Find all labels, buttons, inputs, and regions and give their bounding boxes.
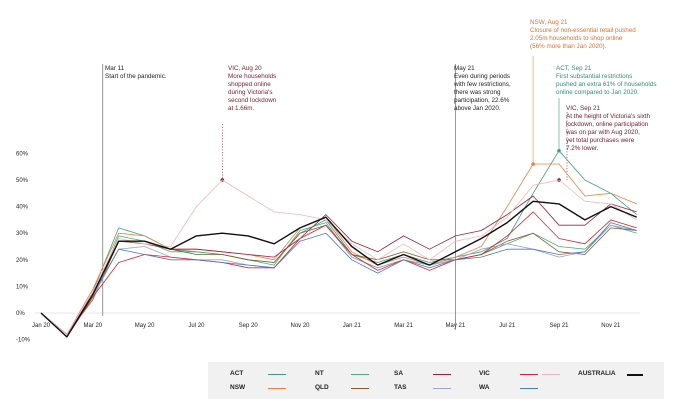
series-line-act <box>40 150 637 338</box>
annotation-nsw-aug21-line: 2.05m households to shop online <box>530 35 623 42</box>
series-line-vic <box>40 211 637 338</box>
annotation-act-sep21-line: First substantial restrictions <box>556 73 632 80</box>
annotation-nsw-aug21-line: Closure of non-essential retail pushed <box>530 27 636 34</box>
annotation-vic-aug20-line: at 1.66m. <box>228 105 255 112</box>
legend-item-qld: QLD <box>315 384 329 391</box>
y-tick-label: 60% <box>16 151 29 157</box>
series-line-nsw <box>40 163 637 335</box>
legend-item-sa: SA <box>394 370 404 377</box>
legend-item-nt: NT <box>315 370 324 377</box>
annotation-vic-sep21-line: At the height of Victoria's sixth <box>566 113 651 120</box>
legend: ACT NT SA VIC AUSTRALIA NSW QLD TAS WA <box>208 362 664 399</box>
legend-item-tas-swatch <box>433 388 451 389</box>
series-line-sa <box>40 195 637 338</box>
legend-item-tas: TAS <box>394 384 407 391</box>
legend-item-vic: VIC <box>479 370 490 377</box>
annotation-nsw-aug21-head: NSW, Aug 21 <box>530 19 568 26</box>
legend-item-wa-swatch <box>520 388 538 389</box>
annotation-may21-line: participation, 22.6% <box>454 97 510 104</box>
x-tick-label: Sep 21 <box>549 323 569 329</box>
x-tick-label: May 21 <box>446 323 466 329</box>
annotation-vic-sep21-line: 7.2% lower. <box>566 145 599 152</box>
y-tick-label: 20% <box>16 258 29 264</box>
y-axis-ticks: -10% 0% 10% 20% 30% 40% 50% 60% <box>16 151 31 343</box>
y-tick-label: 0% <box>16 311 25 317</box>
annotation-mar11-head: Mar 11 <box>105 65 125 72</box>
legend-item-wa: WA <box>479 384 490 391</box>
legend-item-unlabelled-swatch <box>542 374 560 375</box>
series-line-tas <box>40 224 637 338</box>
x-tick-label: Mar 21 <box>394 323 413 329</box>
annotation-act-sep21-head: ACT, Sep 21 <box>556 65 592 72</box>
annotation-may21-line: above Jan 2020. <box>454 105 501 112</box>
annotation-vic-aug20-line: second lockdown <box>228 97 277 104</box>
y-tick-label: 40% <box>16 205 29 211</box>
legend-item-nsw: NSW <box>230 384 246 391</box>
annotation-vic-sep21-line: was on par with Aug 2020, <box>565 129 640 136</box>
x-tick-label: Jan 20 <box>32 323 51 329</box>
x-tick-label: Jul 20 <box>188 323 205 329</box>
legend-item-vic-swatch <box>520 374 538 375</box>
x-tick-label: Sep 20 <box>239 323 259 329</box>
y-tick-label: 30% <box>16 231 29 237</box>
x-tick-label: Mar 20 <box>83 323 102 329</box>
x-tick-label: Nov 20 <box>290 323 310 329</box>
x-tick-label: Jul 21 <box>499 323 516 329</box>
x-tick-label: Nov 21 <box>601 323 621 329</box>
annotation-vic-aug20-line: shopped online <box>228 81 271 88</box>
legend-item-nt-swatch <box>351 374 369 375</box>
y-tick-label: -10% <box>16 338 31 344</box>
series-line-wa <box>40 222 637 335</box>
legend-item-nsw-swatch <box>268 388 286 389</box>
legend-item-qld-swatch <box>351 388 369 389</box>
annotation-may21-head: May 21 <box>454 65 475 72</box>
series-line-australia <box>40 200 637 338</box>
y-tick-label: 50% <box>16 178 29 184</box>
annotation-may21-line: there was strong <box>454 89 501 96</box>
annotation-vic-sep21-line: yet total purchases were <box>566 137 635 144</box>
legend-item-act-swatch <box>268 374 286 375</box>
x-tick-label: May 20 <box>135 323 155 329</box>
annotation-may21-line: with few restrictions, <box>453 81 511 88</box>
annotation-mar11-line: Start of the pandemic. <box>105 73 167 80</box>
legend-item-australia-swatch <box>627 374 643 376</box>
x-axis-ticks: Jan 20 Mar 20 May 20 Jul 20 Sep 20 Nov 20 Jan … <box>32 323 621 329</box>
annotation-vic-aug20-line: during Victoria's <box>228 89 273 96</box>
legend-item-australia: AUSTRALIA <box>578 370 616 377</box>
annotation-act-sep21-line: online compared to Jan 2020. <box>556 89 639 96</box>
legend-item-sa-swatch <box>433 374 451 375</box>
y-tick-label: 10% <box>16 284 29 290</box>
annotation-vic-aug20-line: More households <box>228 73 276 80</box>
legend-item-act: ACT <box>230 370 244 377</box>
annotation-vic-sep21-head: VIC, Sep 21 <box>566 105 600 112</box>
annotation-vic-aug20-head: VIC, Aug 20 <box>228 65 262 72</box>
annotation-vic-sep21-line: lockdown, online participation <box>566 121 649 128</box>
x-tick-label: Jan 21 <box>343 323 362 329</box>
annotation-act-sep21-line: pushed an extra 61% of households <box>556 81 656 88</box>
series-lines <box>40 150 637 338</box>
annotation-may21-line: Even during periods <box>454 73 510 80</box>
annotation-nsw-aug21-line: (56% more than Jan 2020). <box>530 43 607 50</box>
